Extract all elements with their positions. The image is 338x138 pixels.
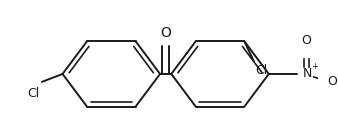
Text: Cl: Cl [27, 87, 39, 100]
Text: O: O [327, 75, 337, 88]
Text: +: + [311, 62, 318, 71]
Text: O: O [160, 26, 171, 40]
Text: Cl: Cl [256, 64, 268, 77]
Text: N: N [303, 67, 312, 80]
Text: O: O [301, 34, 311, 47]
Text: -: - [337, 71, 338, 81]
